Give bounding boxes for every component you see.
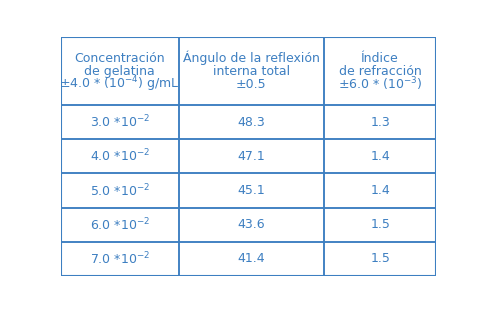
Text: Ángulo de la reflexión: Ángulo de la reflexión: [182, 51, 319, 65]
Bar: [179, 208, 323, 242]
Text: ±0.5: ±0.5: [236, 78, 266, 91]
Text: de gelatina: de gelatina: [84, 65, 155, 78]
Bar: [323, 105, 436, 140]
Text: 1.3: 1.3: [369, 116, 389, 129]
Bar: [60, 37, 179, 105]
Text: Concentración: Concentración: [75, 52, 165, 65]
Text: 45.1: 45.1: [237, 184, 265, 197]
Bar: [179, 105, 323, 140]
Bar: [60, 174, 179, 208]
Text: ±6.0 * (10$^{-3}$): ±6.0 * (10$^{-3}$): [337, 75, 422, 93]
Text: Índice: Índice: [361, 52, 398, 65]
Text: 47.1: 47.1: [237, 150, 265, 163]
Text: 4.0 *10$^{-2}$: 4.0 *10$^{-2}$: [90, 148, 150, 165]
Text: de refracción: de refracción: [338, 65, 421, 78]
Bar: [323, 208, 436, 242]
Bar: [179, 174, 323, 208]
Bar: [179, 242, 323, 276]
Bar: [179, 37, 323, 105]
Bar: [323, 242, 436, 276]
Text: 7.0 *10$^{-2}$: 7.0 *10$^{-2}$: [90, 250, 150, 267]
Bar: [179, 140, 323, 174]
Bar: [60, 105, 179, 140]
Bar: [60, 140, 179, 174]
Text: 3.0 *10$^{-2}$: 3.0 *10$^{-2}$: [90, 114, 150, 131]
Bar: [60, 208, 179, 242]
Text: 1.4: 1.4: [369, 184, 389, 197]
Bar: [60, 242, 179, 276]
Bar: [323, 37, 436, 105]
Text: 41.4: 41.4: [237, 252, 265, 265]
Text: 1.5: 1.5: [369, 218, 389, 231]
Text: ±4.0 * (10$^{-4}$) g/mL: ±4.0 * (10$^{-4}$) g/mL: [60, 74, 180, 94]
Text: 48.3: 48.3: [237, 116, 265, 129]
Text: interna total: interna total: [212, 65, 289, 78]
Bar: [323, 140, 436, 174]
Text: 1.4: 1.4: [369, 150, 389, 163]
Bar: [323, 174, 436, 208]
Text: 43.6: 43.6: [237, 218, 265, 231]
Text: 1.5: 1.5: [369, 252, 389, 265]
Text: 5.0 *10$^{-2}$: 5.0 *10$^{-2}$: [90, 182, 150, 199]
Text: 6.0 *10$^{-2}$: 6.0 *10$^{-2}$: [90, 216, 150, 233]
